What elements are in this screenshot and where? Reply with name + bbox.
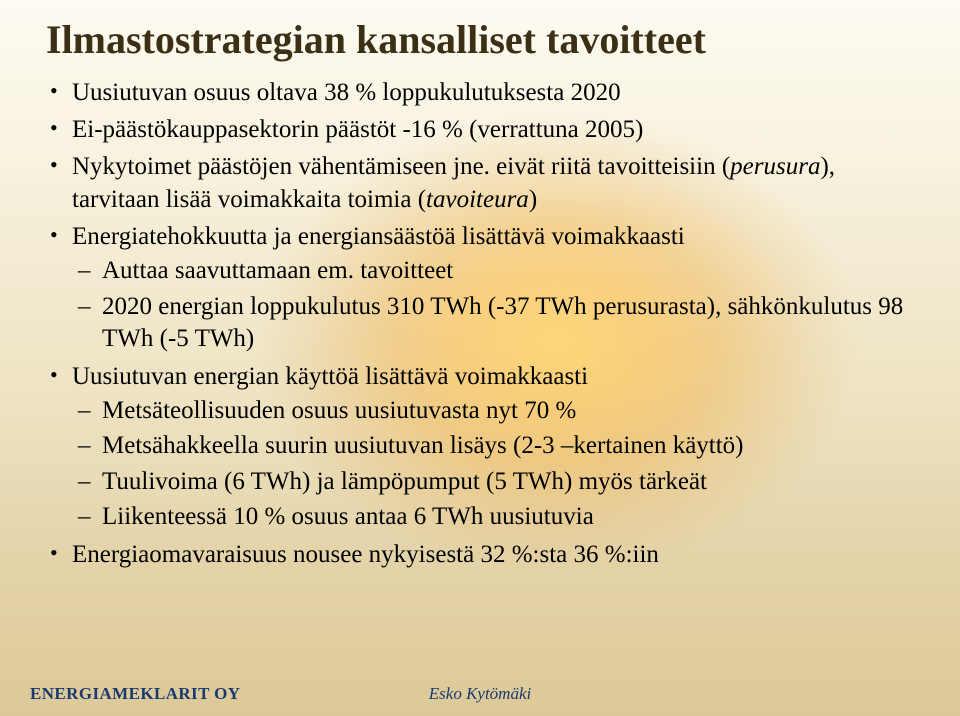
bullet-item: Energiaomavaraisuus nousee nykyisestä 32… (72, 538, 914, 571)
bullet-list: Uusiutuvan osuus oltava 38 % loppukulutu… (46, 76, 914, 571)
sub-bullet-item: 2020 energian loppukulutus 310 TWh (-37 … (102, 291, 914, 356)
sub-bullet-item: Auttaa saavuttamaan em. tavoitteet (102, 255, 914, 288)
sub-bullet-item: Liikenteessä 10 % osuus antaa 6 TWh uusi… (102, 501, 914, 534)
slide: Ilmastostrategian kansalliset tavoitteet… (0, 0, 960, 716)
sub-bullet-item: Metsähakkeella suurin uusiutuvan lisäys … (102, 430, 914, 463)
bullet-text: Energiatehokkuutta ja energiansäästöä li… (72, 223, 685, 250)
footer-company: ENERGIAMEKLARIT OY (30, 684, 240, 704)
sub-bullet-list: Metsäteollisuuden osuus uusiutuvasta nyt… (72, 395, 914, 534)
bullet-text: Nykytoimet päästöjen vähentämiseen jne. … (72, 153, 730, 180)
bullet-item: Nykytoimet päästöjen vähentämiseen jne. … (72, 150, 914, 216)
italic-term: perusura (730, 153, 820, 180)
bullet-text: ) (529, 186, 537, 213)
bullet-item: Energiatehokkuutta ja energiansäästöä li… (72, 220, 914, 356)
sub-bullet-item: Metsäteollisuuden osuus uusiutuvasta nyt… (102, 395, 914, 428)
italic-term: tavoiteura (426, 186, 529, 213)
bullet-item: Uusiutuvan energian käyttöä lisättävä vo… (72, 360, 914, 534)
sub-bullet-list: Auttaa saavuttamaan em. tavoitteet 2020 … (72, 255, 914, 356)
bullet-item: Uusiutuvan osuus oltava 38 % loppukulutu… (72, 76, 914, 109)
bullet-text: Uusiutuvan energian käyttöä lisättävä vo… (72, 363, 588, 390)
footer-author: Esko Kytömäki (429, 684, 531, 704)
slide-title: Ilmastostrategian kansalliset tavoitteet (46, 18, 914, 62)
bullet-item: Ei-päästökauppasektorin päästöt -16 % (v… (72, 113, 914, 146)
sub-bullet-item: Tuulivoima (6 TWh) ja lämpöpumput (5 TWh… (102, 466, 914, 499)
